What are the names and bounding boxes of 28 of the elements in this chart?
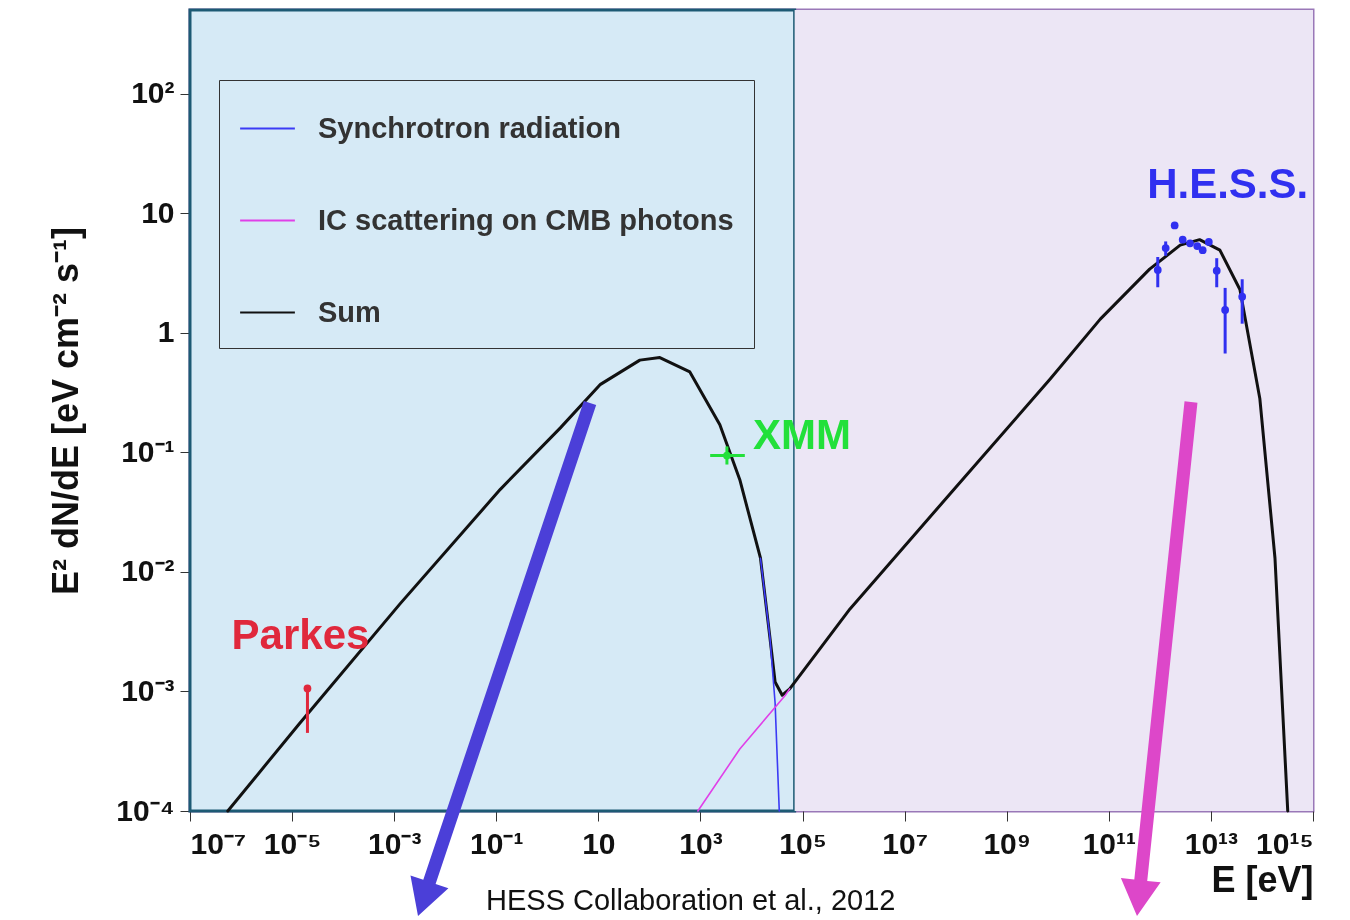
y-tick-label: 10⁻² <box>121 554 175 588</box>
y-tick-label: 10⁻³ <box>121 673 175 707</box>
text: HESS Collaboration et al., 2012 <box>486 884 896 917</box>
y-tick-label: 10 <box>141 195 175 229</box>
legend-label: IC scattering on CMB photons <box>318 203 734 236</box>
x-tick-label: 10³ <box>679 826 723 860</box>
x-tick-label: 10⁻⁷ <box>190 826 247 860</box>
x-tick-label: 10⁻³ <box>368 826 422 860</box>
x-axis-title: E [eV] <box>1211 858 1314 900</box>
line-series <box>759 557 781 812</box>
y-axis-title: E² dN/dE [eV cm⁻² s⁻¹] <box>45 226 87 596</box>
x-tick-label: 10¹⁵ <box>1256 826 1314 860</box>
x-tick-label: 10⁷ <box>882 826 929 860</box>
x-tick-label: 10¹¹ <box>1082 826 1136 860</box>
y-tick-label: 1 <box>157 315 175 349</box>
series-label: H.E.S.S. <box>1147 160 1309 208</box>
y-tick-label: 10² <box>131 76 175 110</box>
x-tick-label: 10⁻⁵ <box>263 826 322 860</box>
y-tick-label: 10⁻⁴ <box>116 793 175 827</box>
x-tick-label: 10⁻¹ <box>470 826 524 860</box>
legend-label: Sum <box>318 295 381 328</box>
x-tick-label: 10 <box>582 826 616 860</box>
x-tick-label: 10⁵ <box>779 826 827 860</box>
y-tick-label: 10⁻¹ <box>121 434 175 468</box>
series-label: Parkes <box>231 611 370 659</box>
legend-label: Synchrotron radiation <box>318 111 621 144</box>
x-tick-label: 10¹³ <box>1184 826 1239 860</box>
x-tick-label: 10⁹ <box>983 826 1032 860</box>
